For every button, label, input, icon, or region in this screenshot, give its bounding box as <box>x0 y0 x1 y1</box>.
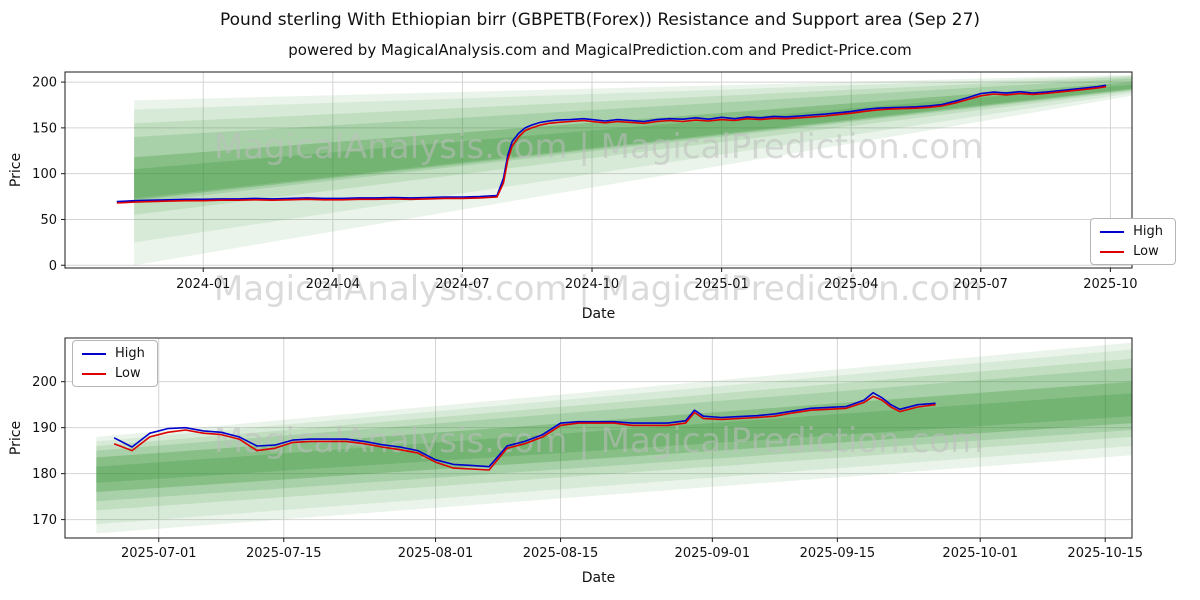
support-resistance-band <box>96 342 1132 534</box>
y-axis-label: Price <box>8 421 24 455</box>
legend-entry-high: High <box>82 347 145 360</box>
x-tick-label: 2024-10 <box>565 277 619 292</box>
x-axis-label: Date <box>582 306 615 322</box>
series-low-line <box>116 85 1107 204</box>
series-high-line <box>116 84 1107 203</box>
x-tick-label: 2024-01 <box>176 277 230 292</box>
chart-title: Pound sterling With Ethiopian birr (GBPE… <box>219 10 981 30</box>
x-tick-label: 2025-08-15 <box>523 546 599 561</box>
x-tick-label: 2025-09-01 <box>675 546 751 561</box>
legend-label: Low <box>1133 244 1159 259</box>
x-tick-label: 2024-07 <box>435 277 489 292</box>
top-chart-canvas: MagicalAnalysis.com | MagicalPrediction.… <box>8 71 1138 322</box>
legend-line-swatch <box>82 352 106 355</box>
support-resistance-band <box>134 75 1133 243</box>
top-chart: MagicalAnalysis.com | MagicalPrediction.… <box>0 58 1200 330</box>
bottom-chart-canvas: MagicalAnalysis.com | MagicalPrediction.… <box>8 337 1143 586</box>
series-low-line <box>113 395 936 471</box>
y-axis-label: Price <box>8 153 24 187</box>
watermark-text: MagicalAnalysis.com | MagicalPrediction.… <box>214 127 983 167</box>
x-tick-label: 2024-04 <box>306 277 360 292</box>
support-resistance-band <box>134 82 1133 201</box>
x-tick-label: 2025-07 <box>954 277 1008 292</box>
legend-label: High <box>115 346 145 361</box>
bottom-chart-legend: High Low <box>72 340 158 387</box>
legend-entry-high: High <box>1100 225 1163 238</box>
legend-line-swatch <box>1100 250 1125 253</box>
y-tick-label: 170 <box>32 513 57 528</box>
legend-label: Low <box>115 366 141 381</box>
support-resistance-band <box>134 76 1133 215</box>
plot-border <box>64 71 1133 269</box>
top-chart-legend: High Low <box>1090 218 1176 265</box>
plot-border <box>64 337 1133 539</box>
y-tick-label: 150 <box>32 121 57 136</box>
y-tick-label: 200 <box>32 76 57 91</box>
x-tick-label: 2025-07-15 <box>246 546 322 561</box>
legend-entry-low: Low <box>82 367 145 380</box>
plot-area <box>65 72 1132 268</box>
support-resistance-band <box>96 381 1132 492</box>
x-tick-label: 2025-10-01 <box>942 546 1018 561</box>
x-tick-label: 2025-04 <box>824 277 878 292</box>
watermark-text: MagicalAnalysis.com | MagicalPrediction.… <box>214 269 983 309</box>
y-tick-label: 0 <box>49 259 57 274</box>
support-resistance-band <box>134 84 1133 199</box>
legend-entry-low: Low <box>1100 245 1163 258</box>
y-tick-label: 50 <box>40 213 57 228</box>
support-resistance-band <box>96 393 1132 483</box>
y-tick-label: 200 <box>32 375 57 390</box>
legend-label: High <box>1133 224 1163 239</box>
support-resistance-band <box>96 367 1132 502</box>
x-tick-label: 2025-10-15 <box>1067 546 1143 561</box>
x-tick-label: 2025-08-01 <box>398 546 474 561</box>
x-tick-label: 2025-09-15 <box>800 546 876 561</box>
bottom-chart: MagicalAnalysis.com | MagicalPrediction.… <box>0 330 1200 600</box>
y-tick-label: 100 <box>32 167 57 182</box>
x-tick-label: 2025-01 <box>694 277 748 292</box>
x-tick-label: 2025-10 <box>1083 277 1137 292</box>
legend-line-swatch <box>82 372 106 375</box>
series-high-line <box>113 391 936 468</box>
support-resistance-band <box>134 74 1133 266</box>
x-tick-label: 2025-07-01 <box>121 546 197 561</box>
legend-line-swatch <box>1100 230 1125 233</box>
chart-subtitle: powered by MagicalAnalysis.com and Magic… <box>288 41 912 59</box>
x-axis-label: Date <box>582 570 615 586</box>
y-tick-label: 180 <box>32 467 57 482</box>
y-tick-label: 190 <box>32 421 57 436</box>
